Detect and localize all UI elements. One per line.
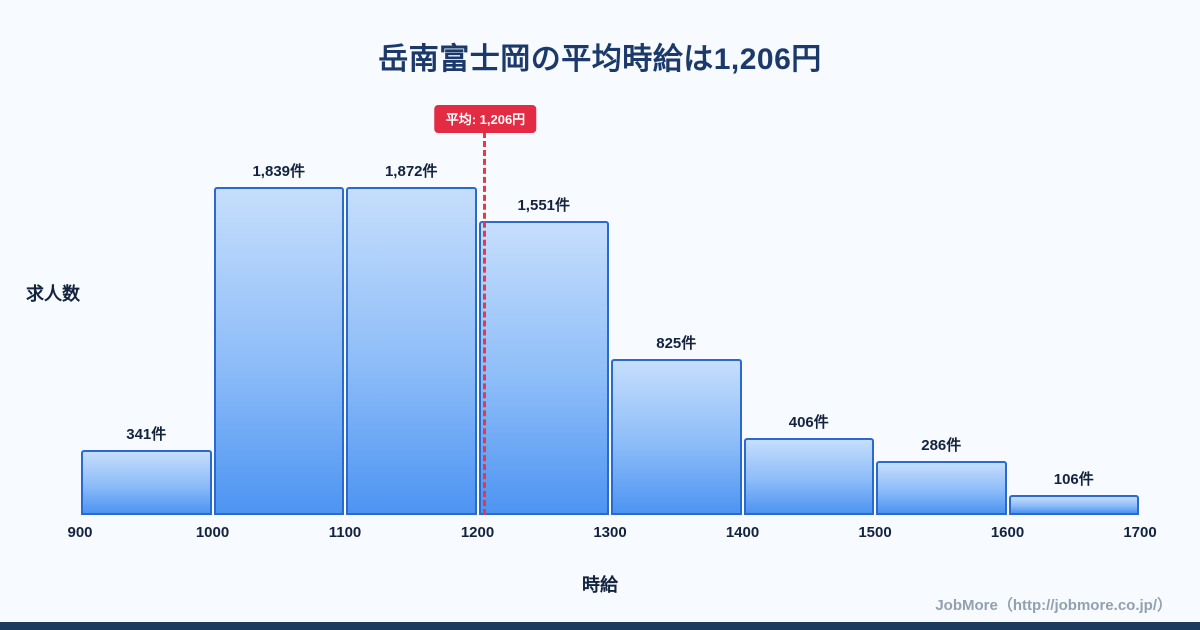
histogram-bar[interactable] [81, 450, 212, 515]
histogram-bin: 825件 [610, 160, 743, 515]
histogram-bin: 286件 [875, 160, 1008, 515]
bar-count-label: 825件 [656, 334, 697, 352]
x-axis-label: 時給 [582, 575, 618, 595]
x-tick-label: 1500 [858, 524, 892, 541]
source-credit: JobMore（http://jobmore.co.jp/） [935, 597, 1172, 614]
bar-count-label: 341件 [126, 426, 167, 444]
plot-area: 341件 1,839件 1,872件 1,551件 825件 406件 286件 106件 [80, 160, 1140, 515]
bar-count-label: 1,872件 [384, 163, 438, 180]
histogram-bar[interactable] [213, 187, 344, 515]
x-axis-ticks: 900 1000 1100 1200 1300 1400 1500 1600 1700 [67, 524, 1156, 546]
bar-count-label: 286件 [921, 436, 962, 454]
histogram-bar[interactable] [611, 358, 742, 515]
bar-count-label: 106件 [1053, 470, 1094, 488]
x-tick-label: 1600 [990, 524, 1025, 541]
x-tick-label: 900 [67, 524, 93, 541]
histogram-bar[interactable] [346, 187, 477, 515]
bar-count-label: 406件 [788, 414, 829, 432]
x-tick-label: 1300 [593, 524, 627, 541]
histogram-bin: 1,551件 [478, 160, 611, 515]
x-tick-label: 1700 [1123, 524, 1157, 541]
histogram-bin: 406件 [743, 160, 876, 515]
histogram-bar[interactable] [743, 438, 874, 515]
bottom-accent-bar [0, 622, 1200, 630]
histogram-bar[interactable] [1008, 494, 1139, 515]
chart-title: 岳南富士岡の平均時給は1,206円 [378, 43, 822, 76]
histogram-bin: 341件 [80, 160, 213, 515]
bar-count-label: 1,551件 [517, 196, 571, 214]
histogram-bin: 1,872件 [345, 160, 478, 515]
histogram-bar[interactable] [876, 460, 1007, 515]
y-axis-label: 求人数 [26, 284, 80, 304]
histogram-bin: 106件 [1008, 160, 1141, 515]
x-tick-label: 1400 [725, 524, 760, 541]
histogram-bar[interactable] [478, 220, 609, 515]
x-tick-label: 1100 [328, 524, 362, 541]
histogram-bin: 1,839件 [213, 160, 346, 515]
x-tick-label: 1000 [195, 524, 230, 541]
x-tick-label: 1200 [460, 524, 495, 541]
average-badge: 平均: 1,206円 [434, 105, 537, 133]
bar-count-label: 1,839件 [252, 163, 306, 180]
